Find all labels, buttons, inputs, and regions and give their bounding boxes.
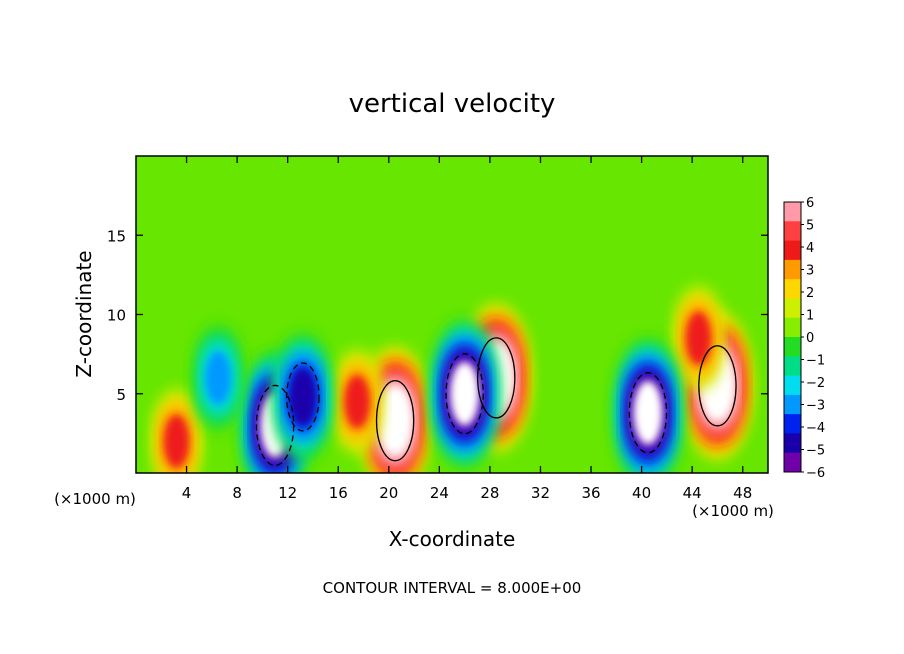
x-tick-label: 48	[733, 484, 752, 502]
colorbar-swatch	[784, 337, 801, 357]
x-axis-ticks: 4 8 12 16 20 24 28 32 36 40 44 48	[182, 156, 752, 502]
downdraft-core-7	[431, 319, 499, 468]
colorbar-swatch	[784, 202, 801, 222]
contour-line	[698, 345, 737, 427]
x-tick-label: 32	[531, 484, 550, 502]
y-tick-label: 5	[116, 386, 126, 404]
colorbar-swatch	[784, 240, 801, 261]
colorbar-swatch	[784, 414, 801, 434]
x-tick-label: 36	[581, 484, 600, 502]
downdraft-core-9	[273, 333, 333, 460]
y-axis-ticks: 5 10 15	[107, 227, 768, 404]
field-level	[205, 351, 231, 405]
colorbar-label: 4	[806, 241, 814, 256]
x-tick-label: 24	[430, 484, 449, 502]
colorbar-swatch	[784, 259, 801, 280]
x-unit-right: (×1000 m)	[692, 502, 774, 520]
colorbar-label: 6	[806, 196, 814, 211]
colorbar-swatch	[784, 298, 801, 319]
colorbar-label: 3	[806, 264, 814, 279]
field-level	[380, 388, 410, 453]
x-tick-label: 20	[379, 484, 398, 502]
field-level	[685, 311, 712, 365]
x-tick-label: 44	[683, 484, 702, 502]
y-tick-label: 15	[107, 227, 126, 245]
updraft-core-3	[151, 389, 202, 473]
field-level	[344, 375, 370, 429]
x-axis-label: X-coordinate	[389, 527, 516, 551]
contour-interval-note: CONTOUR INTERVAL = 8.000E+00	[323, 579, 582, 597]
colorbar-swatch	[784, 452, 801, 473]
colorbar-swatch	[784, 433, 801, 454]
colorbar-swatch	[784, 279, 801, 299]
contour-line	[628, 372, 668, 454]
x-tick-label: 16	[329, 484, 348, 502]
x-unit-left: (×1000 m)	[54, 490, 136, 508]
downdraft-core-10	[193, 325, 243, 430]
x-tick-label: 4	[182, 484, 192, 502]
contour-line	[375, 380, 415, 462]
colorbar-label: −4	[806, 421, 825, 436]
colorbar-label: −3	[806, 399, 825, 414]
colorbar-swatch	[784, 375, 801, 396]
colorbar-label: −5	[806, 444, 825, 459]
updraft-core-4	[332, 349, 383, 454]
x-tick-label: 12	[278, 484, 297, 502]
colorbar-label: −6	[806, 466, 825, 481]
field-level	[163, 414, 190, 468]
field-level	[450, 361, 480, 426]
contour-line	[445, 353, 484, 435]
colorbar-label: 5	[806, 219, 814, 234]
chart-title: vertical velocity	[349, 89, 556, 119]
colorbar-label: −2	[806, 376, 825, 391]
y-axis-label: Z-coordinate	[72, 250, 96, 377]
x-tick-label: 28	[480, 484, 499, 502]
contour-lines	[255, 337, 737, 467]
colorbar-swatch	[784, 394, 801, 415]
x-tick-label: 40	[632, 484, 651, 502]
colorbar-label: −1	[806, 354, 825, 369]
field-level	[289, 368, 317, 426]
colorbar-label: 0	[806, 331, 814, 346]
x-tick-label: 8	[232, 484, 242, 502]
heatmap-field	[136, 156, 768, 473]
colorbar-label: 1	[806, 309, 814, 324]
y-tick-label: 10	[107, 307, 126, 325]
colorbar-swatch	[784, 221, 801, 242]
contour-line	[285, 362, 320, 432]
field-level	[633, 380, 663, 445]
colorbar-swatch	[784, 317, 801, 338]
colorbar: 6 5 4 3 2 1 0 −1 −2 −3 −4 −5 −6	[783, 196, 825, 481]
updraft-core-5	[673, 286, 724, 391]
downdraft-core-8	[614, 338, 682, 473]
colorbar-swatch	[784, 356, 801, 377]
contour-line	[476, 337, 516, 419]
colorbar-label: 2	[806, 286, 814, 301]
